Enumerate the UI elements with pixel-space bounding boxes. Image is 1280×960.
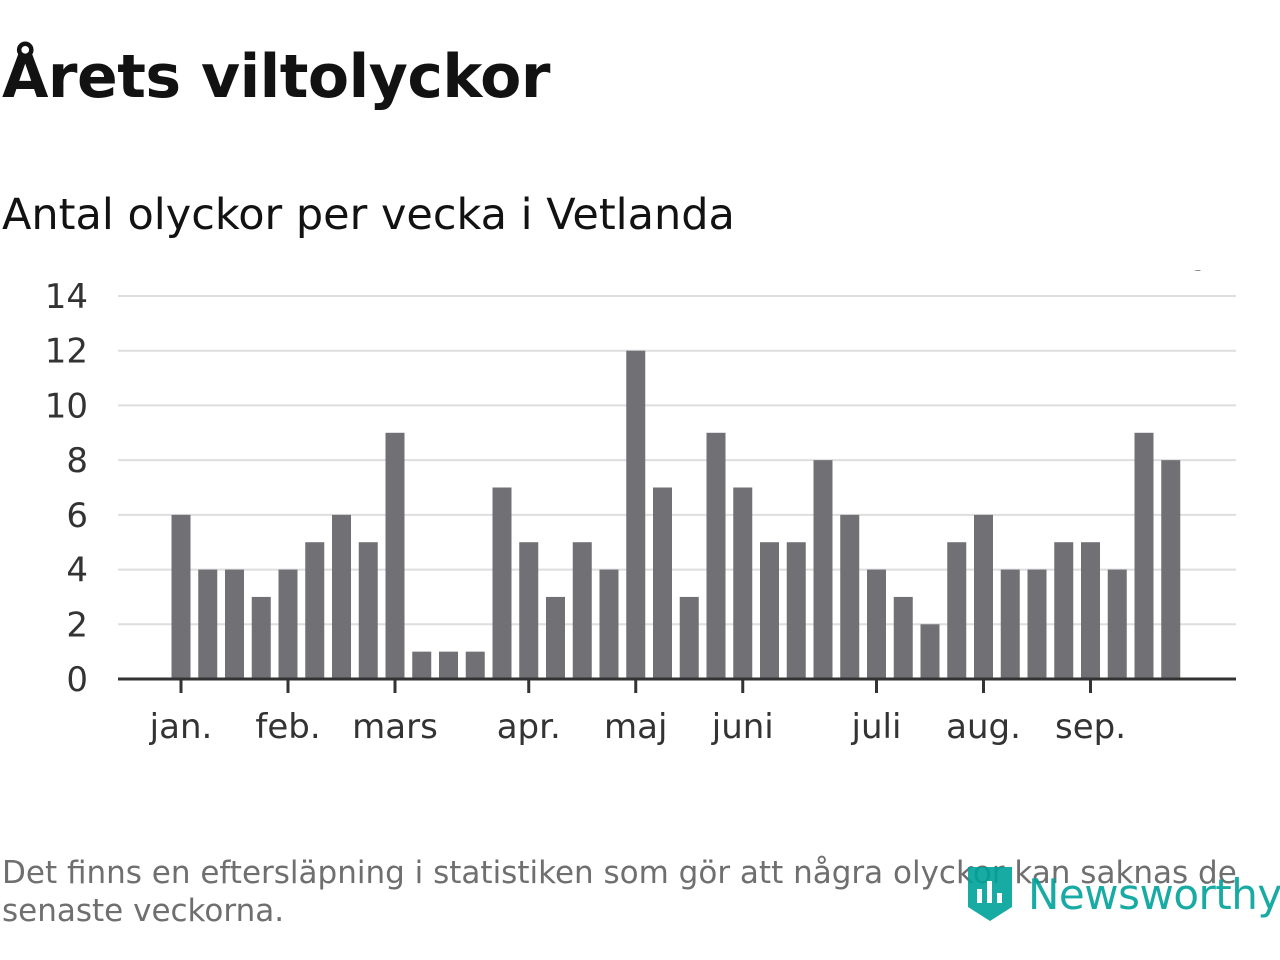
x-tick-label: juli	[851, 707, 902, 747]
newsworthy-logo: Newsworthy	[964, 862, 1280, 926]
bar	[358, 542, 378, 679]
bar	[599, 569, 619, 679]
y-tick-label: 14	[45, 277, 88, 317]
bar	[465, 651, 485, 679]
x-tick-label: jan.	[149, 707, 213, 747]
y-tick-label: 0	[66, 660, 88, 700]
bar	[1134, 432, 1154, 679]
bar	[278, 569, 298, 679]
bar	[947, 542, 967, 679]
logo-text: Newsworthy	[1028, 869, 1280, 919]
bar	[385, 432, 405, 679]
bar	[225, 569, 244, 679]
x-tick-label: juni	[711, 707, 774, 747]
bar	[546, 596, 565, 679]
bar	[920, 624, 940, 679]
bar	[1161, 460, 1181, 679]
bar	[572, 542, 592, 679]
bar-chart: 0 2 4 6 8 10 12 14 8 jan. feb. mars apr. maj juni jul…	[45, 270, 1236, 747]
x-tick-label: sep.	[1055, 707, 1126, 747]
bar	[439, 651, 458, 679]
x-axis: jan. feb. mars apr. maj juni juli aug. sep.	[118, 677, 1236, 747]
bar	[653, 487, 672, 679]
newsworthy-logo-icon	[968, 867, 1012, 921]
y-tick-label: 12	[45, 332, 88, 372]
bar	[1081, 542, 1100, 679]
data-label: 8	[1187, 270, 1207, 278]
bar	[974, 514, 993, 679]
bar	[492, 487, 512, 679]
bar	[1107, 569, 1127, 679]
bar	[305, 542, 325, 679]
bar	[813, 460, 833, 679]
bar	[1054, 542, 1074, 679]
bar	[679, 596, 699, 679]
bars: 8	[171, 270, 1208, 679]
y-axis-ticks: 0 2 4 6 8 10 12 14	[45, 277, 88, 700]
footnote: Det finns en eftersläpning i statistiken…	[2, 855, 1237, 929]
x-tick-label: aug.	[946, 707, 1021, 747]
bar	[171, 514, 191, 679]
bar	[626, 350, 646, 679]
y-tick-label: 4	[66, 551, 88, 591]
chart-title: Årets viltolyckor	[2, 42, 551, 112]
y-tick-label: 2	[66, 605, 88, 645]
bar	[1000, 569, 1020, 679]
bar	[867, 569, 886, 679]
x-tick-label: mars	[352, 707, 438, 747]
bar	[840, 514, 860, 679]
gridlines	[118, 295, 1236, 626]
chart-subtitle: Antal olyckor per vecka i Vetlanda	[2, 190, 735, 240]
bar	[760, 542, 779, 679]
y-tick-label: 10	[45, 386, 88, 426]
bar	[519, 542, 539, 679]
bar	[332, 514, 351, 679]
bar	[412, 651, 432, 679]
bar	[251, 596, 271, 679]
x-tick-label: apr.	[497, 707, 561, 747]
bar	[893, 596, 913, 679]
x-tick-label: maj	[604, 707, 667, 747]
bar	[733, 487, 753, 679]
y-tick-label: 6	[66, 496, 88, 536]
bar	[1027, 569, 1047, 679]
bar	[198, 569, 218, 679]
bar	[786, 542, 806, 679]
x-tick-label: feb.	[255, 707, 320, 747]
y-tick-label: 8	[66, 441, 88, 481]
bar	[706, 432, 726, 679]
